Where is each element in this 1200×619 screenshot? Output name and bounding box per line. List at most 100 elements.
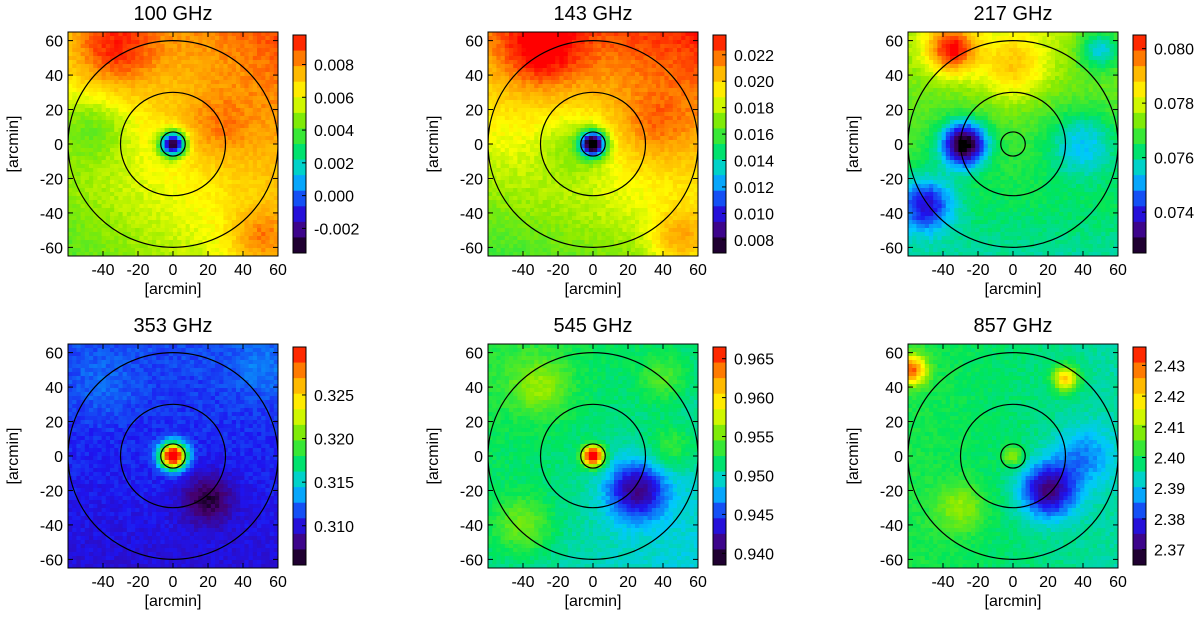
heatmap-cell xyxy=(168,100,174,105)
heatmap-cell xyxy=(139,172,145,177)
heatmap-cell xyxy=(681,192,686,197)
heatmap-cell xyxy=(231,92,237,97)
heatmap-cell xyxy=(656,112,661,117)
heatmap-cell xyxy=(576,196,581,201)
heatmap-cell xyxy=(672,96,678,101)
y-tick-label: 40 xyxy=(45,68,63,85)
heatmap-cell xyxy=(160,152,166,157)
heatmap-cell xyxy=(273,92,278,97)
heatmap-cell xyxy=(189,160,195,165)
heatmap-cell xyxy=(559,44,565,49)
heatmap-cell xyxy=(273,60,278,65)
heatmap-cell xyxy=(626,80,632,85)
heatmap-cell xyxy=(504,68,510,73)
heatmap-cell xyxy=(84,44,90,49)
heatmap-cell xyxy=(651,116,657,121)
heatmap-cell xyxy=(593,160,598,165)
heatmap-cell xyxy=(110,32,115,37)
heatmap-cell xyxy=(126,40,132,45)
heatmap-cell xyxy=(563,60,569,65)
heatmap-cell xyxy=(643,196,649,201)
heatmap-cell xyxy=(509,196,514,201)
heatmap-cell xyxy=(261,192,266,197)
heatmap-cell xyxy=(72,220,77,225)
heatmap-cell xyxy=(681,132,686,137)
colorbar-band xyxy=(293,50,306,67)
heatmap-cell xyxy=(500,192,506,197)
heatmap-cell xyxy=(593,40,598,45)
heatmap-cell xyxy=(215,196,220,201)
heatmap-cell xyxy=(685,80,691,85)
heatmap-cell xyxy=(152,56,157,61)
heatmap-cell xyxy=(122,136,128,141)
heatmap-cell xyxy=(668,32,674,37)
heatmap-cell xyxy=(643,48,649,53)
heatmap-cell xyxy=(677,80,682,85)
heatmap-cell xyxy=(546,176,552,181)
heatmap-cell xyxy=(189,188,195,193)
heatmap-cell xyxy=(68,204,73,209)
heatmap-cell xyxy=(227,148,233,153)
heatmap-cell xyxy=(273,236,278,241)
heatmap-cell xyxy=(223,160,229,165)
heatmap-cell xyxy=(194,248,199,253)
heatmap-cell xyxy=(101,156,107,161)
heatmap-cell xyxy=(504,104,510,109)
heatmap-cell xyxy=(97,120,103,125)
heatmap-cell xyxy=(206,176,212,181)
heatmap-cell xyxy=(693,172,698,177)
heatmap-cell xyxy=(626,68,632,73)
heatmap-cell xyxy=(89,92,94,97)
heatmap-cell xyxy=(664,56,670,61)
heatmap-cell xyxy=(660,100,665,105)
heatmap-cell xyxy=(555,100,560,105)
heatmap-cell xyxy=(509,56,514,61)
heatmap-cell xyxy=(114,116,119,121)
heatmap-cell xyxy=(68,208,73,213)
heatmap-cell xyxy=(651,148,657,153)
heatmap-cell xyxy=(530,148,535,153)
heatmap-cell xyxy=(89,156,94,161)
heatmap-cell xyxy=(206,240,212,245)
heatmap-cell xyxy=(643,116,649,121)
heatmap-cell xyxy=(177,136,182,141)
heatmap-cell xyxy=(147,132,153,137)
heatmap-cell xyxy=(206,244,212,249)
heatmap-cell xyxy=(114,112,119,117)
heatmap-cell xyxy=(681,136,686,141)
heatmap-cell xyxy=(269,244,275,249)
heatmap-cell xyxy=(261,80,266,85)
heatmap-cell xyxy=(122,88,128,93)
heatmap-cell xyxy=(105,44,111,49)
heatmap-cell xyxy=(101,172,107,177)
heatmap-cell xyxy=(664,164,670,169)
heatmap-cell xyxy=(563,152,569,157)
heatmap-cell xyxy=(126,200,132,205)
heatmap-cell xyxy=(660,180,665,185)
heatmap-cell xyxy=(181,212,187,217)
heatmap-cell xyxy=(147,68,153,73)
heatmap-cell xyxy=(122,228,128,233)
heatmap-cell xyxy=(105,148,111,153)
heatmap-cell xyxy=(135,156,140,161)
heatmap-cell xyxy=(227,76,233,81)
heatmap-cell xyxy=(500,112,506,117)
heatmap-cell xyxy=(664,116,670,121)
heatmap-cell xyxy=(664,40,670,45)
heatmap-cell xyxy=(597,48,602,53)
heatmap-cell xyxy=(551,84,556,89)
heatmap-cell xyxy=(160,224,166,229)
heatmap-cell xyxy=(509,164,514,169)
heatmap-cell xyxy=(202,136,208,141)
heatmap-cell xyxy=(122,208,128,213)
heatmap-cell xyxy=(567,164,573,169)
heatmap-cell xyxy=(248,156,254,161)
heatmap-cell xyxy=(84,88,90,93)
heatmap-cell xyxy=(635,184,640,189)
heatmap-cell xyxy=(152,104,157,109)
heatmap-cell xyxy=(135,140,140,145)
heatmap-cell xyxy=(677,60,682,65)
heatmap-cell xyxy=(160,168,166,173)
heatmap-cell xyxy=(685,120,691,125)
heatmap-cell xyxy=(215,224,220,229)
